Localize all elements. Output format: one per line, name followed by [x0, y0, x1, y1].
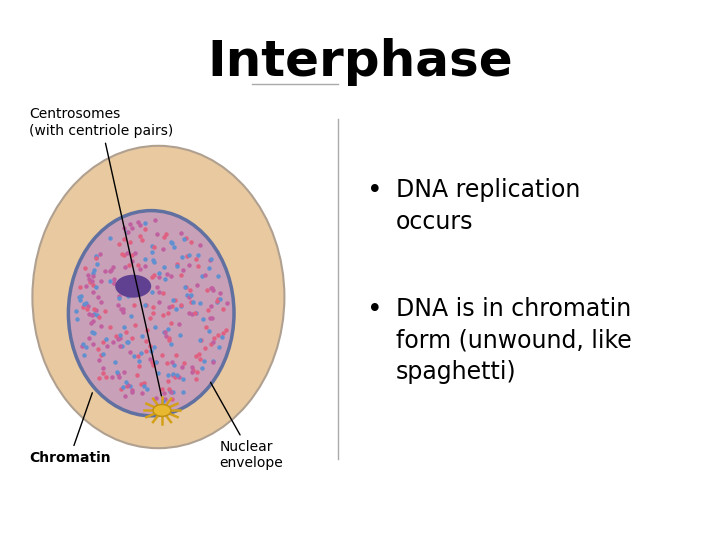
Text: DNA is in chromatin
form (unwound, like
spaghetti): DNA is in chromatin form (unwound, like … [396, 297, 631, 384]
Ellipse shape [153, 404, 171, 416]
Ellipse shape [115, 275, 151, 298]
Text: DNA replication
occurs: DNA replication occurs [396, 178, 580, 234]
Text: Chromatin: Chromatin [29, 393, 110, 465]
Text: Interphase: Interphase [207, 38, 513, 86]
Text: •: • [366, 178, 382, 204]
Text: Centrosomes
(with centriole pairs): Centrosomes (with centriole pairs) [29, 107, 173, 396]
Ellipse shape [32, 146, 284, 448]
Ellipse shape [68, 211, 234, 416]
Text: Nuclear
envelope: Nuclear envelope [210, 382, 284, 470]
Text: •: • [366, 297, 382, 323]
